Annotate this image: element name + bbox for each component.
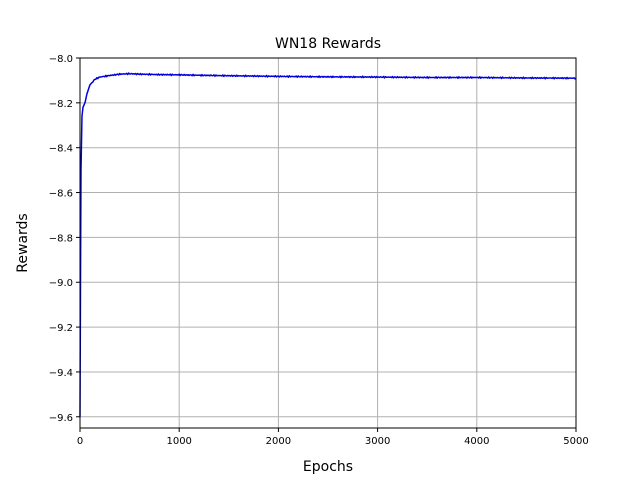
y-tick-label: −8.8: [49, 233, 73, 244]
y-axis-ticks: −9.6 −9.4 −9.2 −9.0 −8.8 −8.6 −8.4 −8.2 −8.0: [49, 54, 80, 424]
y-tick-label: −9.2: [49, 323, 73, 334]
y-tick-label: −9.6: [49, 413, 73, 424]
y-tick-label: −9.0: [49, 278, 73, 289]
x-tick-label: 1000: [166, 436, 191, 447]
y-tick-label: −8.6: [49, 189, 73, 200]
y-tick-label: −8.4: [49, 144, 73, 155]
x-tick-label: 2000: [266, 436, 291, 447]
series-line: [79, 72, 577, 417]
plot-frame: [79, 57, 577, 429]
series-group: [79, 72, 577, 417]
chart-title: WN18 Rewards: [275, 36, 381, 52]
y-tick-label: −8.0: [49, 54, 73, 65]
y-tick-label: −9.4: [49, 368, 73, 379]
x-tick-label: 3000: [365, 436, 390, 447]
x-tick-label: 0: [77, 436, 83, 447]
y-axis-label: Rewards: [15, 213, 31, 272]
x-axis-label: Epochs: [303, 459, 353, 475]
y-tick-label: −8.2: [49, 99, 73, 110]
x-axis-ticks: 0 1000 2000 3000 4000 5000: [77, 428, 589, 447]
x-tick-label: 4000: [464, 436, 489, 447]
x-tick-label: 5000: [563, 436, 588, 447]
